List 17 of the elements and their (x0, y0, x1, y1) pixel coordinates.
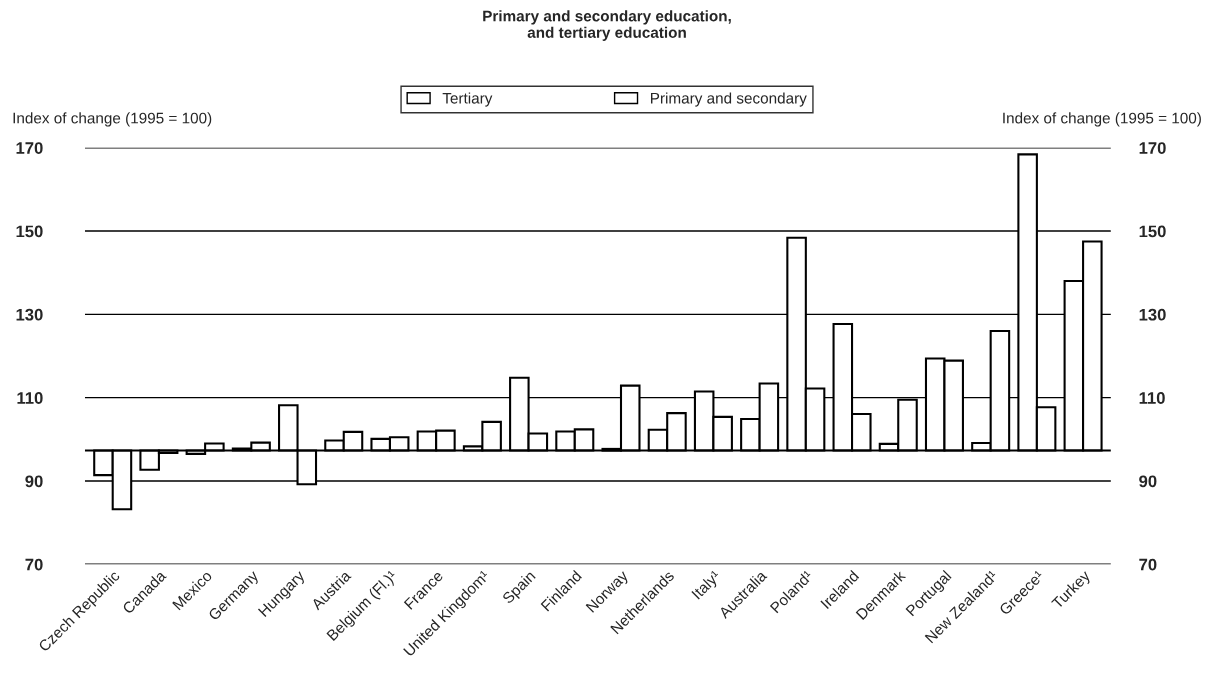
y-tick-label: 70 (25, 558, 43, 571)
y2-tick-label: 150 (1139, 225, 1166, 238)
y2-tick-label: 90 (1139, 475, 1157, 488)
legend-label: Tertiary (442, 92, 493, 107)
legend-label: Primary and secondary (651, 92, 807, 107)
y2-tick-label: 110 (1139, 392, 1165, 404)
y-tick-label: 130 (16, 308, 43, 321)
y-tick-label: 90 (25, 475, 43, 488)
y2-tick-label: 70 (1139, 558, 1157, 571)
y-tick-label: 170 (16, 142, 43, 154)
y-axis-title: Index of change (1995 = 100) (13, 112, 212, 127)
y-tick-label: 150 (16, 225, 43, 238)
chart-title: Primary and secondary education, and tertiary education (483, 10, 731, 41)
y2-tick-label: 130 (1139, 308, 1166, 321)
y2-tick-label: 170 (1139, 142, 1166, 154)
y2-axis-title: Index of change (1995 = 100) (1003, 112, 1201, 127)
y-tick-label: 110 (17, 392, 43, 404)
